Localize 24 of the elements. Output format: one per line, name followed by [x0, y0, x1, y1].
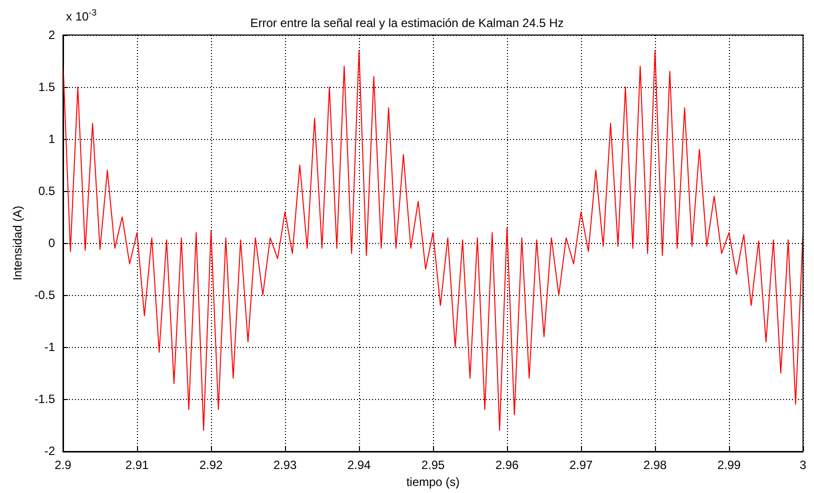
- x-tick-label: 3: [800, 458, 807, 472]
- y-tick-label: 1.5: [38, 80, 56, 94]
- x-axis-title: tiempo (s): [406, 475, 460, 489]
- line-series: [62, 50, 804, 431]
- y-tick-label: 0.5: [38, 184, 56, 198]
- x-tick-label: 2.95: [421, 458, 445, 472]
- x-tick-label: 2.94: [347, 458, 371, 472]
- y-tick-label: -0.5: [34, 288, 56, 302]
- y-tick-label: -2: [44, 444, 56, 458]
- y-tick-label: -1: [44, 340, 56, 354]
- y-tick-label: 0: [48, 236, 56, 250]
- y-axis-title: Intensidad (A): [10, 206, 24, 280]
- y-tick-label: -1.5: [34, 392, 56, 406]
- x-tick-label: 2.9: [54, 458, 72, 472]
- chart-title: Error entre la señal real y la estimación de Kalman 24.5 Hz: [250, 16, 564, 30]
- x-tick-label: 2.98: [643, 458, 667, 472]
- x-tick-label: 2.96: [495, 458, 519, 472]
- y-tick-label: 1: [48, 132, 56, 146]
- y-tick-label: 2: [48, 28, 56, 42]
- x-tick-label: 2.93: [273, 458, 297, 472]
- x-tick-label: 2.99: [717, 458, 741, 472]
- x-tick-label: 2.91: [125, 458, 149, 472]
- x-tick-label: 2.92: [199, 458, 223, 472]
- x-tick-label: 2.97: [569, 458, 593, 472]
